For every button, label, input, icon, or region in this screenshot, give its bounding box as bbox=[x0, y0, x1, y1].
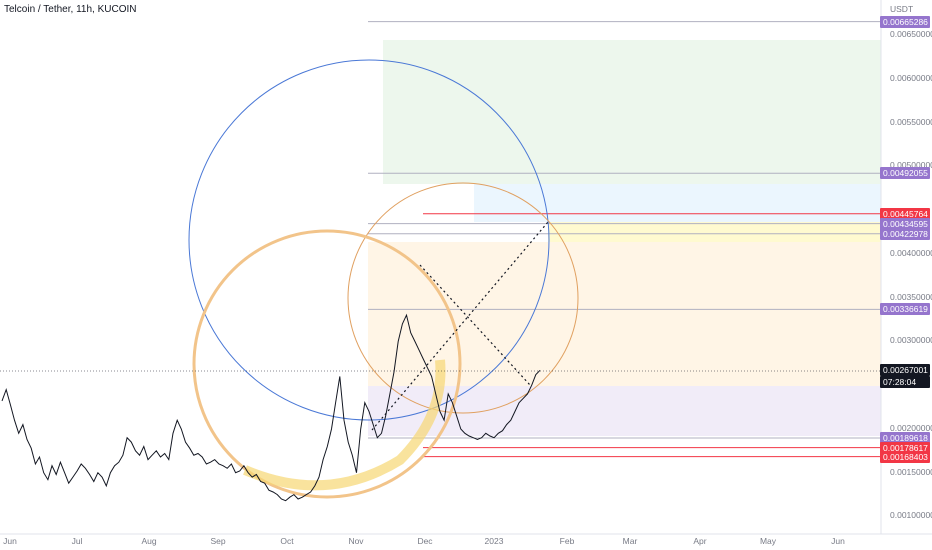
chart-title: Telcoin / Tether, 11h, KUCOIN bbox=[4, 4, 137, 15]
fib-zones bbox=[368, 40, 881, 436]
price-badge: 0.00492055 bbox=[880, 167, 930, 180]
yellow-zone bbox=[548, 222, 881, 242]
x-tick-label: Nov bbox=[348, 536, 364, 546]
x-tick-label: Jun bbox=[831, 536, 845, 546]
purple-zone bbox=[368, 386, 881, 436]
diagonal-up[interactable] bbox=[371, 221, 549, 431]
price-unit: USDT bbox=[890, 4, 914, 14]
price-badge: 0.00434595 bbox=[880, 217, 930, 230]
y-tick-label: 0.00350000 bbox=[890, 291, 932, 302]
price-series-line bbox=[1, 313, 541, 502]
x-tick-label: May bbox=[759, 536, 777, 546]
orange-circle-large[interactable] bbox=[347, 182, 579, 414]
y-tick-label: 0.00650000 bbox=[890, 29, 932, 40]
y-tick-label: 0.00600000 bbox=[890, 72, 932, 83]
x-tick-label: Dec bbox=[417, 536, 433, 546]
drawings[interactable] bbox=[0, 59, 881, 499]
x-tick-label: Jul bbox=[71, 536, 83, 546]
price-badge: 0.00267001 bbox=[880, 364, 930, 377]
price-badge: 0.00336619 bbox=[880, 303, 930, 316]
price-badge: 0.00422978 bbox=[880, 227, 930, 240]
y-tick-label: 0.00150000 bbox=[890, 466, 932, 477]
x-tick-label: Feb bbox=[559, 536, 575, 546]
y-tick-label: 0.00200000 bbox=[890, 422, 932, 433]
price-badge: 0.00168403 bbox=[880, 450, 930, 463]
price-badge: 0.00189618 bbox=[880, 432, 930, 445]
orange-zone bbox=[368, 242, 881, 386]
x-tick-label: Jun bbox=[3, 536, 17, 546]
level-lines bbox=[368, 21, 881, 458]
blue-circle[interactable] bbox=[188, 59, 550, 421]
orange-circle-small[interactable] bbox=[192, 229, 462, 499]
price-badge: 0.00665286 bbox=[880, 15, 930, 28]
price-badge: 0.00445764 bbox=[880, 207, 930, 220]
x-tick-label: 2023 bbox=[484, 536, 504, 546]
y-tick-label: 0.00500000 bbox=[890, 160, 932, 171]
light-blue-zone bbox=[474, 184, 881, 222]
x-tick-label: Oct bbox=[280, 536, 294, 546]
yellow-arc-highlight bbox=[243, 359, 446, 491]
countdown-badge: 07:28:04 bbox=[880, 376, 930, 389]
x-tick-label: Apr bbox=[693, 536, 707, 546]
y-tick-label: 0.00400000 bbox=[890, 247, 932, 258]
x-tick-label: Aug bbox=[141, 536, 157, 546]
y-tick-label: 0.00100000 bbox=[890, 510, 932, 521]
y-tick-label: 0.00550000 bbox=[890, 116, 932, 127]
x-tick-label: Sep bbox=[210, 536, 226, 546]
y-tick-label: 0.00300000 bbox=[890, 335, 932, 346]
green-zone bbox=[383, 40, 881, 184]
diagonal-down[interactable] bbox=[419, 264, 531, 386]
x-tick-label: Mar bbox=[622, 536, 638, 546]
